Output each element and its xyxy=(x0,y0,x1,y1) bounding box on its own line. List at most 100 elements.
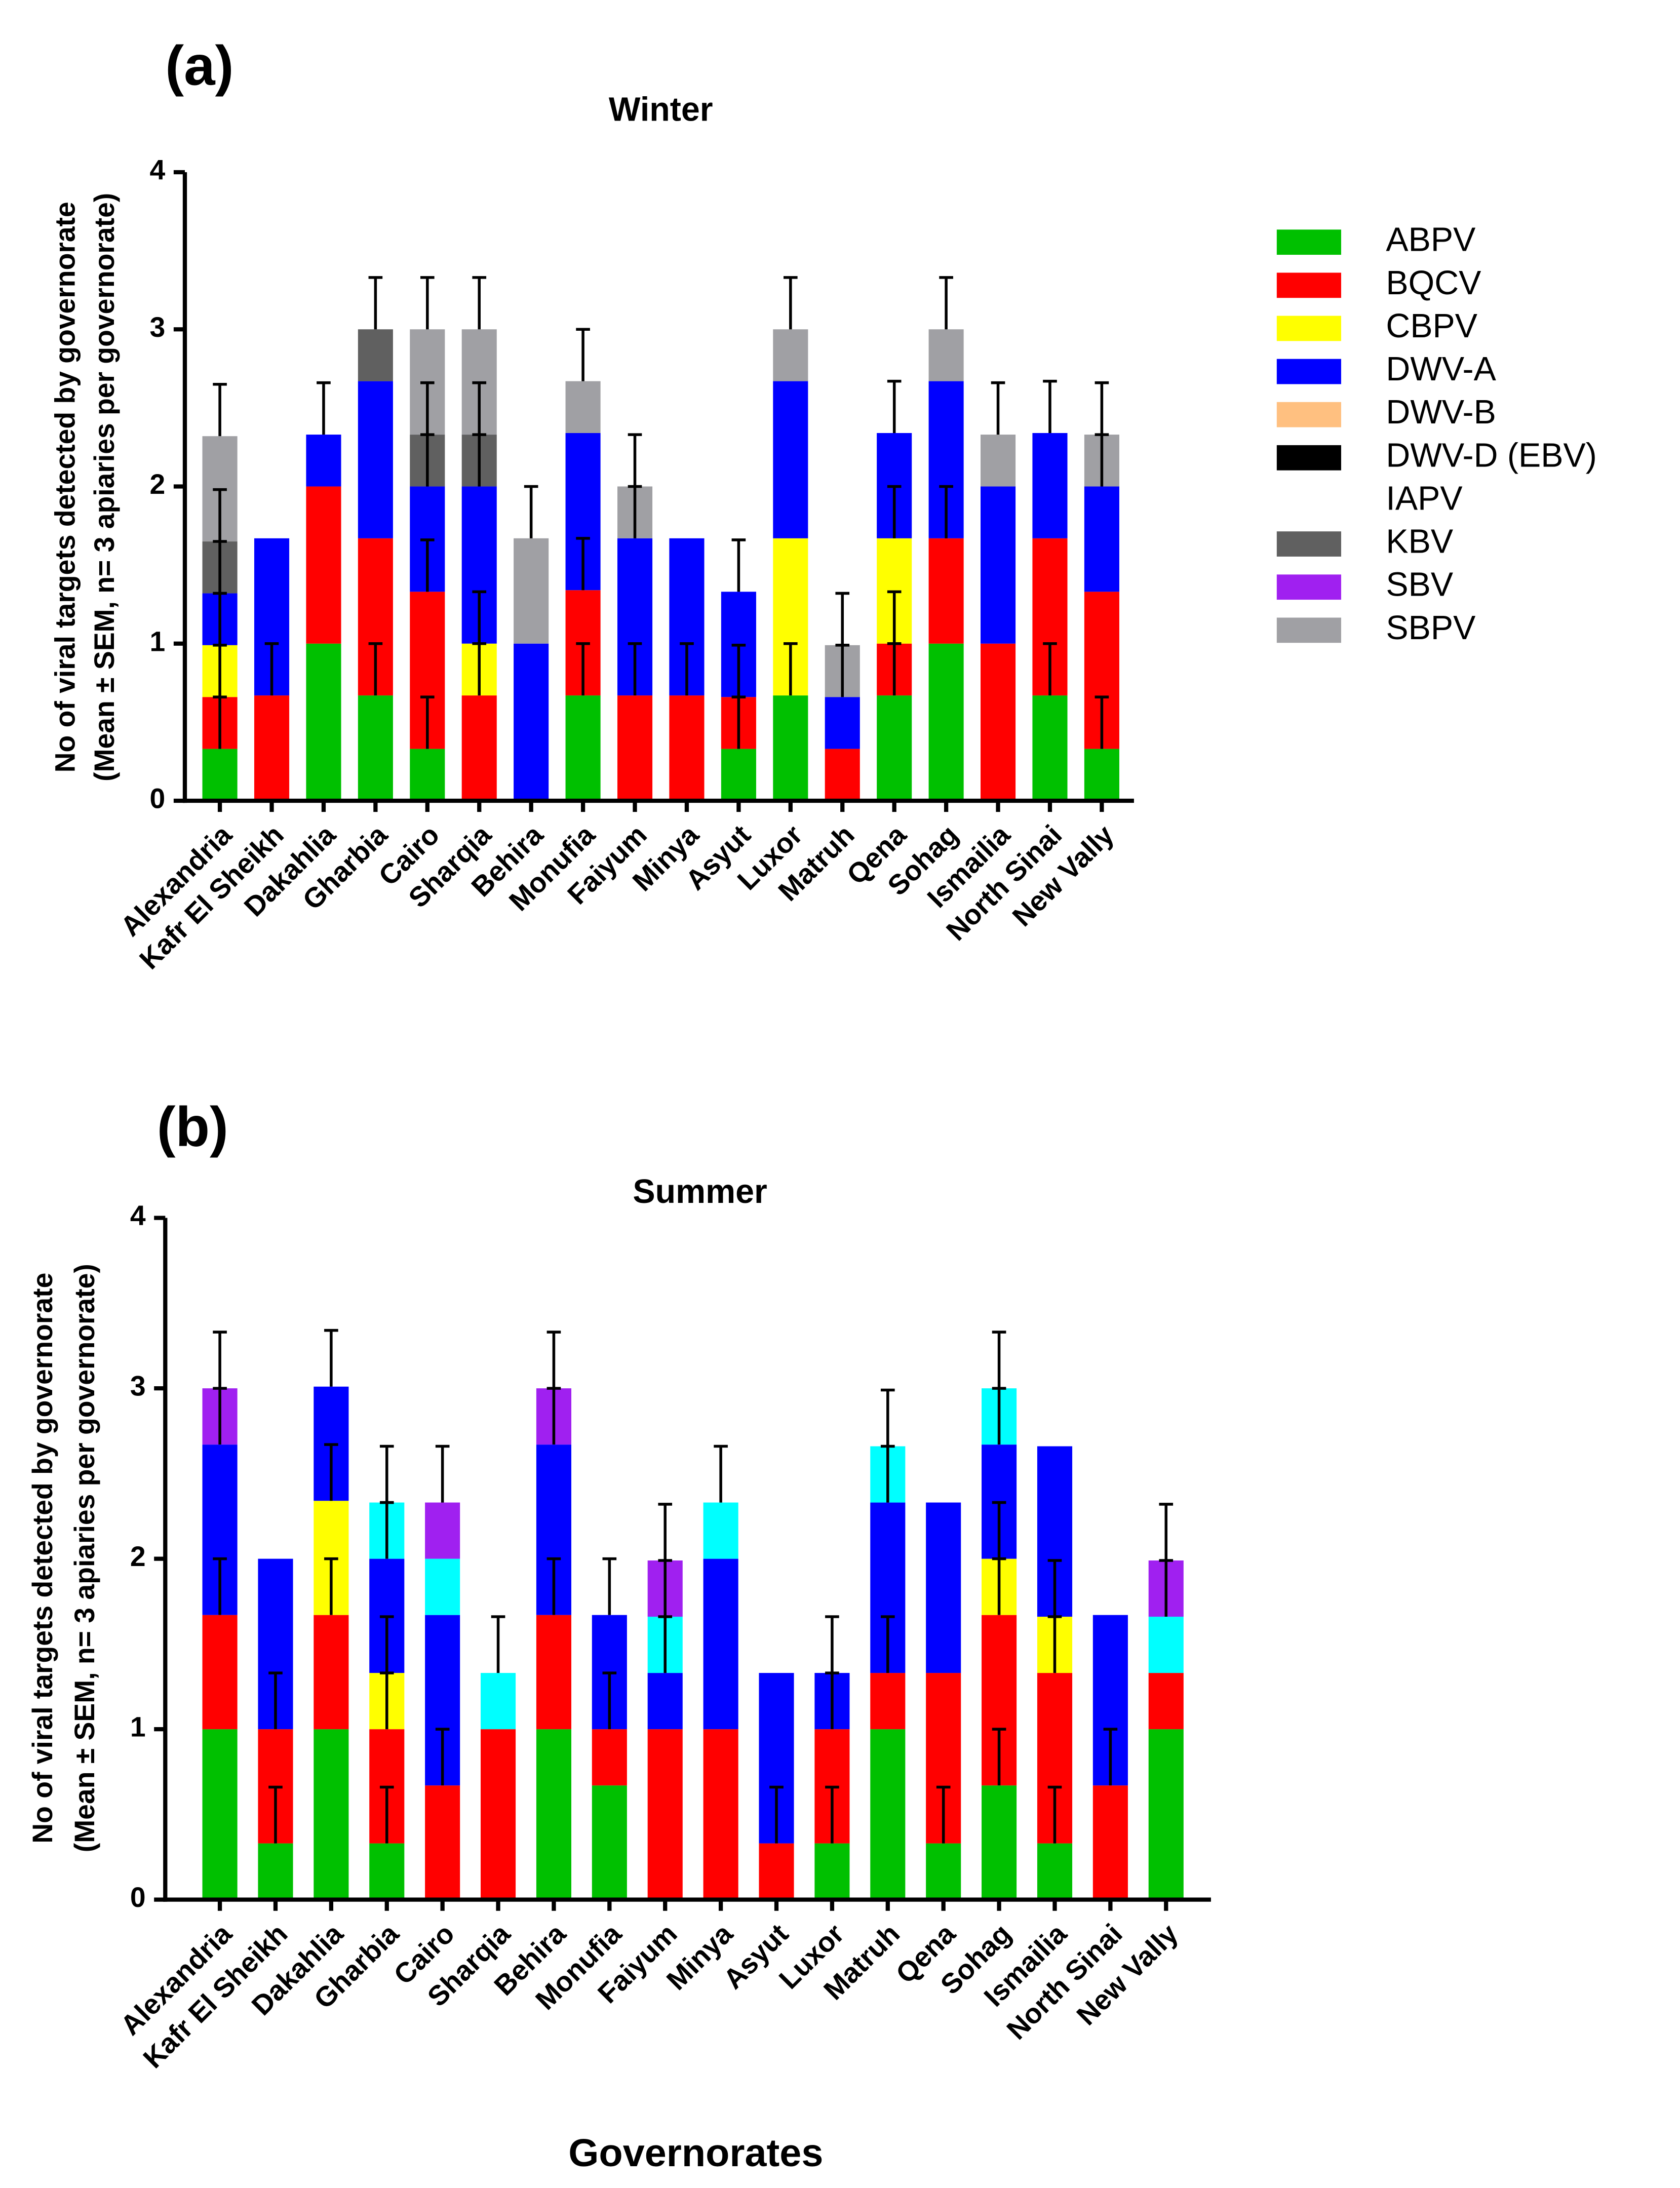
bar-segment xyxy=(306,486,341,644)
bar-segment xyxy=(1092,1785,1128,1900)
legend-label: SBPV xyxy=(1386,609,1475,647)
bar-segment xyxy=(1148,1729,1184,1900)
bar-segment xyxy=(928,643,964,801)
y-tick-label: 2 xyxy=(150,468,166,500)
bar-segment xyxy=(773,695,808,801)
bar-segment xyxy=(825,697,860,749)
legend-swatch xyxy=(1276,229,1341,255)
bar-segment xyxy=(514,538,549,644)
y-tick-label: 0 xyxy=(150,783,166,814)
bar-segment xyxy=(358,695,393,801)
bar-segment xyxy=(926,1502,961,1673)
bar-segment xyxy=(592,1729,627,1786)
bar-segment xyxy=(1148,1673,1184,1730)
bar-segment xyxy=(410,749,445,801)
bar-segment xyxy=(647,1673,683,1730)
bar-segment xyxy=(1084,749,1119,801)
bar-segment xyxy=(1032,433,1068,538)
bar-segment xyxy=(1148,1617,1184,1673)
legend-label: DWV-A xyxy=(1386,350,1496,388)
bar-segment xyxy=(358,381,393,538)
bar-segment xyxy=(306,435,341,487)
y-tick-label: 2 xyxy=(130,1541,146,1572)
bar-segment xyxy=(870,1673,906,1730)
bar-segment xyxy=(481,1729,516,1900)
legend-label: ABPV xyxy=(1386,221,1475,259)
y-tick-label: 1 xyxy=(150,626,166,657)
legend-swatch xyxy=(1276,617,1341,643)
y-tick-label: 4 xyxy=(150,154,166,186)
bar-segment xyxy=(703,1558,738,1730)
bar-segment xyxy=(306,643,341,801)
bar-segment xyxy=(980,643,1016,801)
legend-swatch xyxy=(1276,402,1341,427)
bar-segment xyxy=(514,643,549,801)
bar-segment xyxy=(202,749,238,801)
legend-label: DWV-D (EBV) xyxy=(1386,437,1596,474)
chart-title: Winter xyxy=(609,91,713,129)
legend-swatch xyxy=(1276,574,1341,600)
legend-swatch xyxy=(1276,445,1341,471)
bar-segment xyxy=(202,1615,238,1730)
y-axis-label: (Mean ± SEM, n= 3 apiaries per governora… xyxy=(69,1264,100,1852)
y-tick-label: 3 xyxy=(130,1371,146,1402)
bar-segment xyxy=(982,1785,1017,1900)
legend-swatch xyxy=(1276,359,1341,384)
bar-segment xyxy=(669,695,705,801)
legend-label: DWV-B xyxy=(1386,394,1496,431)
bar-segment xyxy=(461,695,497,801)
bar-segment xyxy=(314,1729,349,1900)
legend-swatch xyxy=(1276,488,1341,514)
bar-segment xyxy=(1032,695,1068,801)
bar-segment xyxy=(814,1843,850,1900)
y-tick-label: 0 xyxy=(130,1882,146,1913)
y-tick-label: 3 xyxy=(150,311,166,343)
bar-segment xyxy=(565,695,601,801)
bar-segment xyxy=(928,538,964,644)
bar-segment xyxy=(926,1843,961,1900)
bar-segment xyxy=(759,1843,794,1900)
y-axis-label: (Mean ± SEM, n= 3 apiaries per governora… xyxy=(89,193,120,782)
y-tick-label: 4 xyxy=(130,1200,146,1231)
bar-segment xyxy=(825,749,860,801)
bar-segment xyxy=(425,1502,460,1559)
bar-segment xyxy=(617,695,653,801)
legend-label: SBV xyxy=(1386,566,1453,604)
bar-segment xyxy=(358,329,393,381)
bar-segment xyxy=(536,1729,571,1900)
x-tick-label: Asyut xyxy=(717,1918,794,1995)
bar-segment xyxy=(592,1785,627,1900)
bar-segment xyxy=(202,1729,238,1900)
y-axis-label: No of viral targets detected by governor… xyxy=(49,202,81,772)
bar-segment xyxy=(928,329,964,381)
bar-segment xyxy=(980,435,1016,487)
legend-label: BQCV xyxy=(1386,264,1481,302)
bar-segment xyxy=(1037,1843,1073,1900)
bar-segment xyxy=(877,695,912,801)
bar-segment xyxy=(703,1729,738,1900)
bar-segment xyxy=(980,486,1016,644)
legend-label: CBPV xyxy=(1386,307,1477,345)
bar-segment xyxy=(254,695,290,801)
chart-title: Summer xyxy=(633,1173,767,1210)
bar-segment xyxy=(369,1843,405,1900)
x-axis-label: Governorates xyxy=(568,2131,823,2175)
legend-label: IAPV xyxy=(1386,480,1462,517)
bar-segment xyxy=(647,1729,683,1900)
bar-segment xyxy=(565,381,601,433)
bar-segment xyxy=(258,1843,293,1900)
bar-segment xyxy=(773,381,808,538)
bar-segment xyxy=(773,329,808,381)
bar-segment xyxy=(703,1502,738,1559)
bar-segment xyxy=(721,749,756,801)
bar-segment xyxy=(870,1729,906,1900)
panel-label: (b) xyxy=(157,1096,228,1158)
legend-swatch xyxy=(1276,272,1341,298)
y-axis-label: No of viral targets detected by governor… xyxy=(27,1273,58,1844)
panel-label: (a) xyxy=(165,34,233,97)
bar-segment xyxy=(1084,486,1119,592)
bar-segment xyxy=(425,1785,460,1900)
legend-label: KBV xyxy=(1386,523,1453,561)
y-tick-label: 1 xyxy=(130,1711,146,1743)
